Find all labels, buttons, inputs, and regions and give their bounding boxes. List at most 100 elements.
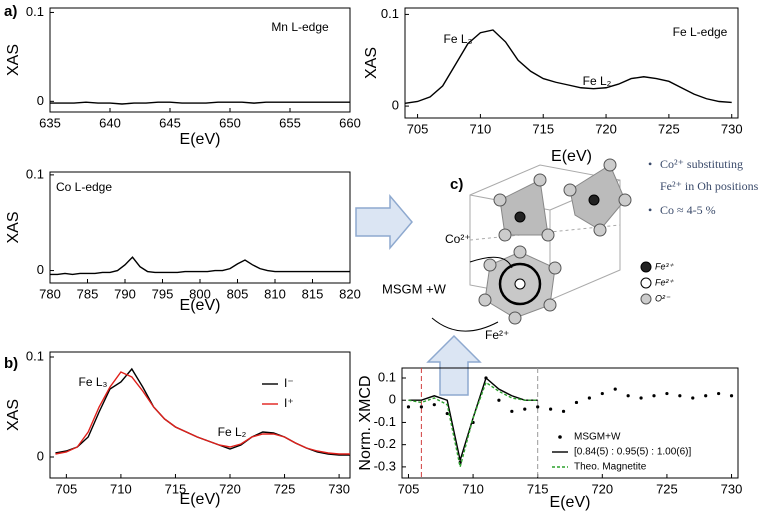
y-tick-label: 0: [37, 262, 44, 277]
data-point: [510, 409, 514, 413]
x-tick-label: 795: [152, 286, 174, 301]
panel-label: c): [450, 176, 463, 193]
y-tick-label: 0.1: [26, 166, 44, 181]
x-tick-label: 725: [274, 481, 296, 496]
x-tick-label: 720: [591, 481, 613, 496]
data-point: [600, 391, 604, 396]
x-tick-label: 820: [339, 286, 361, 301]
y-tick-label: 0.1: [381, 6, 399, 21]
atom: [478, 293, 492, 307]
note: Co²⁺ substituting: [660, 157, 743, 171]
crystal-diagram: [431, 158, 652, 332]
x-axis-label: E(eV): [180, 491, 221, 508]
data-point: [561, 409, 566, 413]
y-tick-label: 0: [389, 392, 396, 407]
plot-frame: [404, 7, 739, 119]
x-tick-label: 705: [56, 481, 78, 496]
data-point: [406, 405, 411, 409]
y-tick-label: 0.1: [26, 4, 44, 19]
annotation: Fe L₃: [79, 375, 108, 389]
x-tick-label: 730: [328, 481, 350, 496]
atom: [563, 183, 577, 197]
legend-label: I⁻: [284, 376, 294, 390]
note: Fe²⁺ in Oh positions: [660, 179, 759, 193]
annotation: Fe L₃: [444, 32, 473, 46]
x-tick-label: 780: [39, 286, 61, 301]
data-point: [613, 387, 617, 391]
data-point: [678, 394, 682, 398]
legend-label: [0.84(5) : 0.95(5) : 1.00(6)]: [574, 447, 692, 458]
fe3-atom: [588, 194, 600, 206]
legend-marker: [640, 261, 652, 273]
legend-marker: [558, 435, 562, 439]
diagram-label: MSGM +W: [382, 281, 447, 296]
x-axis-label: E(eV): [180, 297, 221, 314]
data-line: [404, 29, 732, 105]
data-point: [536, 405, 540, 409]
y-tick-label: 0: [37, 448, 44, 463]
atom: [508, 311, 522, 325]
legend-label: MSGM+W: [574, 432, 621, 443]
atom: [533, 173, 547, 187]
annotation: Mn L-edge: [271, 20, 329, 34]
y-tick-label: 0.1: [378, 369, 396, 384]
atom: [618, 193, 632, 207]
atom: [498, 228, 512, 242]
y-axis-label: XAS: [5, 399, 22, 431]
x-tick-label: 655: [279, 115, 301, 130]
atom: [593, 223, 607, 237]
highlight-ring: [498, 262, 542, 306]
x-tick-label: 715: [165, 481, 187, 496]
y-tick-label: -0.1: [374, 414, 396, 429]
data-point: [549, 407, 553, 411]
data-point: [729, 394, 734, 398]
atom: [493, 193, 507, 207]
y-tick-label: 0.1: [26, 348, 44, 363]
data-point: [652, 394, 656, 398]
x-tick-label: 810: [264, 286, 286, 301]
atom: [543, 298, 557, 312]
x-tick-label: 710: [462, 481, 484, 496]
x-axis-label: E(eV): [550, 494, 591, 511]
x-tick-label: 640: [99, 115, 121, 130]
octahedron: [499, 179, 549, 236]
data-point: [497, 398, 501, 402]
legend-label: Fe²⁺: [655, 277, 675, 287]
y-tick-label: -0.2: [374, 436, 396, 451]
x-tick-label: 650: [219, 115, 241, 130]
x-tick-label: 815: [302, 286, 324, 301]
data-point: [626, 394, 630, 398]
x-tick-label: 645: [159, 115, 181, 130]
data-point: [574, 400, 579, 405]
data-point: [639, 396, 643, 400]
atom: [603, 158, 617, 172]
legend-marker: [640, 293, 652, 305]
data-line: [50, 256, 350, 276]
x-tick-label: 710: [110, 481, 132, 496]
data-line: [408, 381, 538, 468]
x-axis-label: E(eV): [180, 131, 221, 148]
legend-label: Theo. Magnetite: [574, 462, 647, 473]
annotation: Co L-edge: [56, 180, 112, 194]
data-point: [717, 391, 721, 396]
y-axis-label: XAS: [5, 211, 22, 243]
x-tick-label: 715: [532, 121, 554, 136]
bullet: •: [648, 203, 652, 217]
diagram-label: Fe²⁺: [485, 328, 509, 342]
legend-label: O²⁻: [655, 293, 671, 303]
x-tick-label: 660: [339, 115, 361, 130]
data-point: [523, 407, 527, 411]
y-tick-label: 0: [392, 98, 399, 113]
data-point: [587, 396, 591, 400]
panel-label: a): [4, 3, 17, 20]
arrow: [426, 334, 482, 396]
data-point: [419, 405, 423, 409]
cube: [469, 164, 621, 301]
plot-frame: [49, 351, 351, 479]
arrow: [355, 193, 413, 251]
x-tick-label: 635: [39, 115, 61, 130]
data-point: [445, 411, 449, 416]
x-tick-label: 805: [227, 286, 249, 301]
x-tick-label: 720: [595, 121, 617, 136]
curved-arrow: [469, 256, 513, 269]
